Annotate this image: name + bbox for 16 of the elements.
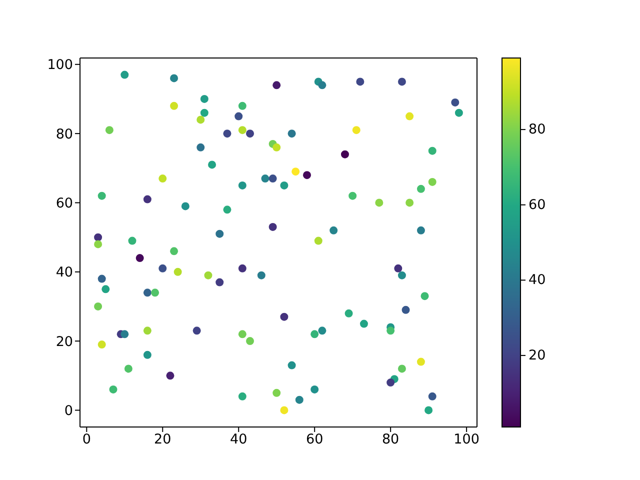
x-tick-label: 0 [82, 432, 91, 448]
y-tick-label: 20 [56, 334, 73, 350]
y-tick-label: 0 [64, 403, 73, 420]
y-tick-label: 40 [56, 264, 73, 281]
y-tick-label: 60 [56, 196, 73, 212]
y-tick-label: 80 [56, 126, 73, 142]
x-tick-label: 80 [382, 432, 400, 448]
y-tick-label: 100 [47, 57, 73, 74]
color-bar-label: 80 [528, 122, 546, 138]
color-bar-label: 40 [528, 272, 546, 288]
color-bar-label: 60 [528, 196, 546, 213]
x-tick-label: 20 [154, 432, 172, 448]
x-tick-label: 40 [230, 432, 248, 448]
x-tick-label: 60 [306, 432, 324, 448]
x-tick-label: 100 [454, 432, 480, 448]
color-bar-label: 20 [528, 347, 546, 364]
